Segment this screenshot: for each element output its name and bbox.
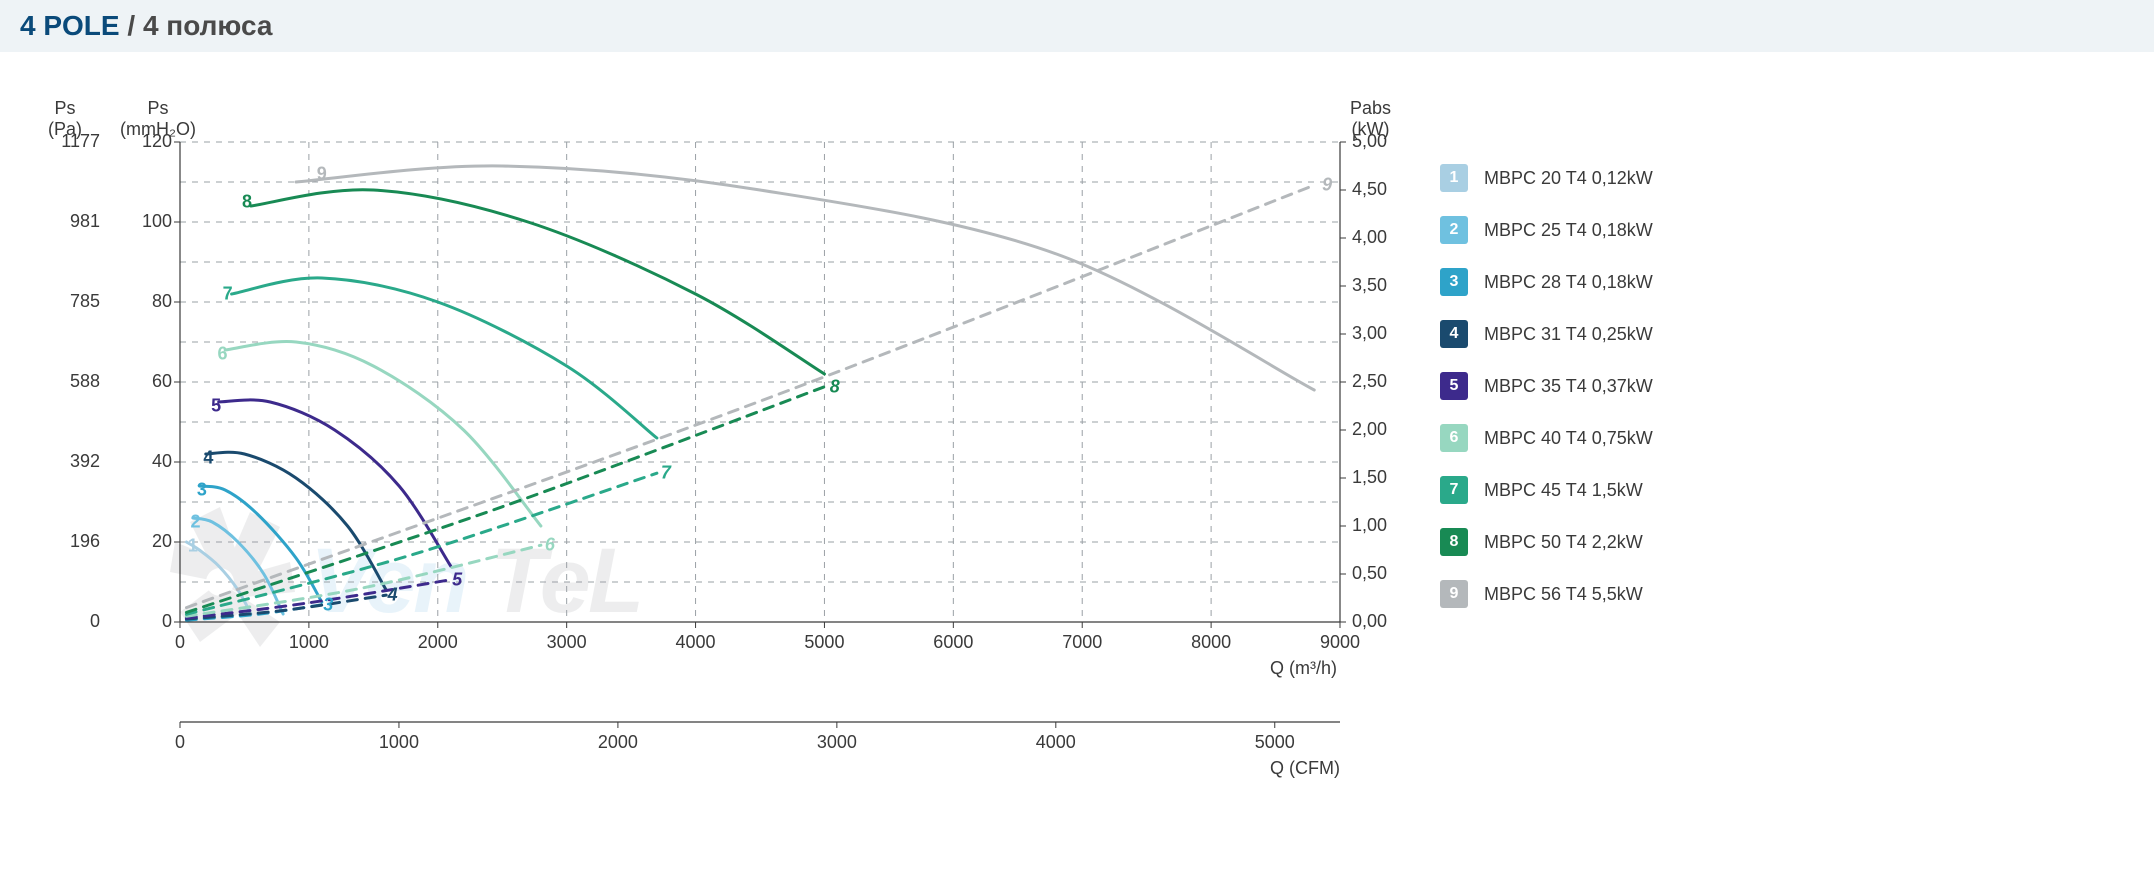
y-pa-tick-label: 1177: [45, 131, 100, 152]
legend-swatch: 7: [1440, 476, 1468, 504]
y-kw-tick-label: 4,00: [1352, 227, 1387, 248]
legend-item-4: 4 MBPC 31 T4 0,25kW: [1440, 308, 1740, 360]
y-pa-tick-label: 196: [45, 531, 100, 552]
curve-label-2: 2: [190, 512, 200, 533]
curve-dashed-label-8: 8: [830, 376, 840, 397]
title-pole: 4 POLE: [20, 10, 120, 41]
y-kw-tick-label: 0,00: [1352, 611, 1387, 632]
curve-label-1: 1: [188, 536, 198, 557]
curve-dashed-label-3: 3: [323, 594, 333, 615]
curve-label-4: 4: [203, 448, 213, 469]
title-sub: 4 полюса: [143, 10, 273, 41]
curve-label-7: 7: [223, 284, 233, 305]
x-tick-label: 9000: [1320, 632, 1360, 653]
x-tick-label: 6000: [933, 632, 973, 653]
legend-item-8: 8 MBPC 50 T4 2,2kW: [1440, 516, 1740, 568]
curve-dashed-label-4: 4: [388, 585, 398, 606]
x-tick-label: 4000: [676, 632, 716, 653]
legend-label: MBPC 50 T4 2,2kW: [1484, 532, 1643, 553]
y-kw-tick-label: 2,00: [1352, 419, 1387, 440]
legend-item-5: 5 MBPC 35 T4 0,37kW: [1440, 360, 1740, 412]
x-cfm-tick-label: 4000: [1036, 732, 1076, 753]
y-pa-tick-label: 392: [45, 451, 100, 472]
y-pa-tick-label: 981: [45, 211, 100, 232]
y-mmh2o-tick-label: 20: [127, 531, 172, 552]
chart-wrap: Ven TeL Ps (Pa) Ps (mmH₂O) Pabs (kW) 1MB…: [0, 52, 2154, 892]
legend-item-1: 1 MBPC 20 T4 0,12kW: [1440, 152, 1740, 204]
y-mmh2o-tick-label: 120: [127, 131, 172, 152]
legend-label: MBPC 45 T4 1,5kW: [1484, 480, 1643, 501]
curve-label-9: 9: [317, 164, 327, 185]
legend-swatch: 9: [1440, 580, 1468, 608]
legend-label: MBPC 28 T4 0,18kW: [1484, 272, 1653, 293]
y-mmh2o-tick-label: 60: [127, 371, 172, 392]
y-mmh2o-tick-label: 100: [127, 211, 172, 232]
x-tick-label: 0: [175, 632, 185, 653]
curve-label-3: 3: [197, 480, 207, 501]
legend-label: MBPC 25 T4 0,18kW: [1484, 220, 1653, 241]
legend-swatch: 1: [1440, 164, 1468, 192]
legend-swatch: 6: [1440, 424, 1468, 452]
x-tick-label: 7000: [1062, 632, 1102, 653]
plot-area: [180, 142, 1340, 622]
y-kw-tick-label: 1,50: [1352, 467, 1387, 488]
legend-label: MBPC 56 T4 5,5kW: [1484, 584, 1643, 605]
legend-item-9: 9 MBPC 56 T4 5,5kW: [1440, 568, 1740, 620]
legend: 1 MBPC 20 T4 0,12kW 2 MBPC 25 T4 0,18kW 3 MBP…: [1440, 152, 1740, 620]
legend-item-2: 2 MBPC 25 T4 0,18kW: [1440, 204, 1740, 256]
y-mmh2o-tick-label: 0: [127, 611, 172, 632]
y-kw-tick-label: 1,00: [1352, 515, 1387, 536]
y-mmh2o-tick-label: 80: [127, 291, 172, 312]
x-cfm-tick-label: 5000: [1255, 732, 1295, 753]
curve-dashed-label-7: 7: [661, 463, 671, 484]
x-cfm-tick-label: 0: [175, 732, 185, 753]
legend-item-3: 3 MBPC 28 T4 0,18kW: [1440, 256, 1740, 308]
x-axis-m3h-label: Q (m³/h): [1270, 658, 1337, 679]
legend-swatch: 8: [1440, 528, 1468, 556]
curve-label-8: 8: [242, 192, 252, 213]
y-pa-tick-label: 0: [45, 611, 100, 632]
legend-swatch: 3: [1440, 268, 1468, 296]
x-cfm-tick-label: 3000: [817, 732, 857, 753]
y-pa-tick-label: 588: [45, 371, 100, 392]
x-tick-label: 5000: [804, 632, 844, 653]
y-kw-tick-label: 3,50: [1352, 275, 1387, 296]
x-cfm-tick-label: 2000: [598, 732, 638, 753]
x-axis-cfm-label: Q (CFM): [1270, 758, 1340, 779]
y-kw-tick-label: 5,00: [1352, 131, 1387, 152]
y-kw-tick-label: 2,50: [1352, 371, 1387, 392]
curve-dashed-label-9: 9: [1322, 175, 1332, 196]
legend-swatch: 4: [1440, 320, 1468, 348]
cfm-axis: [180, 702, 1340, 742]
legend-label: MBPC 20 T4 0,12kW: [1484, 168, 1653, 189]
curve-label-6: 6: [218, 344, 228, 365]
legend-item-6: 6 MBPC 40 T4 0,75kW: [1440, 412, 1740, 464]
y-mmh2o-tick-label: 40: [127, 451, 172, 472]
x-cfm-tick-label: 1000: [379, 732, 419, 753]
plot-svg: [180, 142, 1340, 622]
legend-label: MBPC 35 T4 0,37kW: [1484, 376, 1653, 397]
cfm-axis-svg: [180, 702, 1340, 742]
y-kw-tick-label: 0,50: [1352, 563, 1387, 584]
title-sep: /: [120, 10, 143, 41]
x-tick-label: 2000: [418, 632, 458, 653]
y-kw-tick-label: 3,00: [1352, 323, 1387, 344]
curve-dashed-label-5: 5: [452, 569, 462, 590]
x-tick-label: 3000: [547, 632, 587, 653]
y-kw-tick-label: 4,50: [1352, 179, 1387, 200]
x-tick-label: 8000: [1191, 632, 1231, 653]
legend-item-7: 7 MBPC 45 T4 1,5kW: [1440, 464, 1740, 516]
legend-label: MBPC 40 T4 0,75kW: [1484, 428, 1653, 449]
curve-dashed-label-6: 6: [545, 535, 555, 556]
curve-label-5: 5: [211, 396, 221, 417]
y-pa-tick-label: 785: [45, 291, 100, 312]
legend-swatch: 2: [1440, 216, 1468, 244]
chart-title-bar: 4 POLE / 4 полюса: [0, 0, 2154, 52]
x-tick-label: 1000: [289, 632, 329, 653]
legend-label: MBPC 31 T4 0,25kW: [1484, 324, 1653, 345]
legend-swatch: 5: [1440, 372, 1468, 400]
